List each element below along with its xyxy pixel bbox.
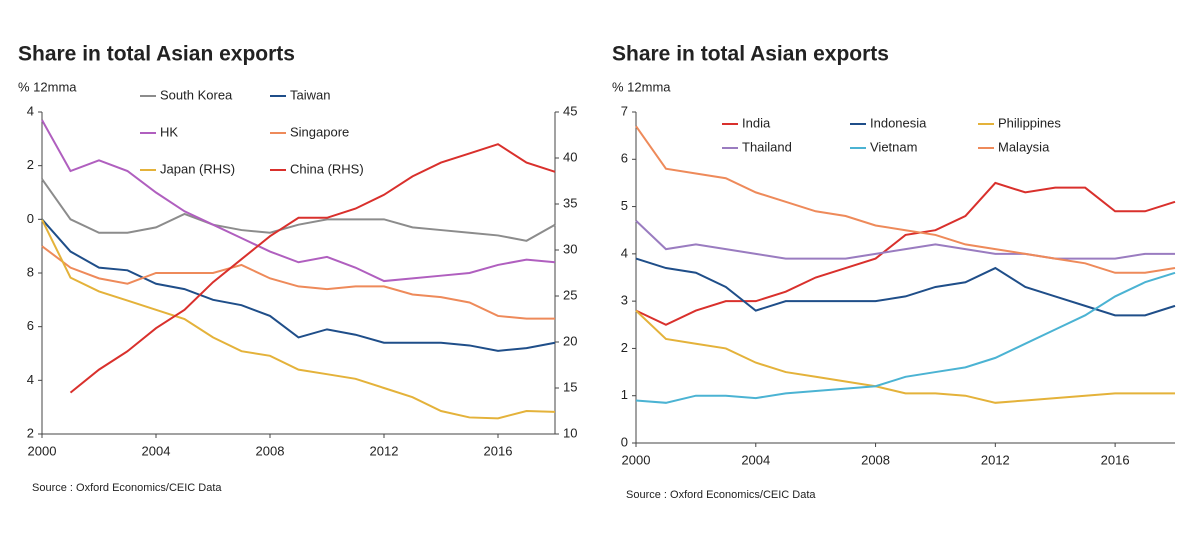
y2-tick-label: 45 bbox=[563, 103, 577, 118]
legend-label: Singapore bbox=[290, 124, 349, 139]
y-tick-label: 2 bbox=[621, 340, 628, 355]
y-axis-label: % 12mma bbox=[18, 79, 77, 94]
y2-tick-label: 35 bbox=[563, 195, 577, 210]
x-tick-label: 2016 bbox=[1101, 452, 1130, 467]
line-series bbox=[635, 220, 1175, 260]
y-tick-label: 6 bbox=[27, 318, 34, 333]
chart-title: Share in total Asian exports bbox=[612, 43, 889, 66]
y-tick-label: 6 bbox=[621, 151, 628, 166]
legend-label: Taiwan bbox=[290, 87, 330, 102]
legend-label: South Korea bbox=[160, 87, 233, 102]
line-series bbox=[69, 143, 556, 394]
line-series bbox=[635, 257, 1176, 317]
y2-tick-label: 30 bbox=[563, 241, 577, 256]
y-tick-label: 0 bbox=[621, 434, 628, 449]
x-tick-label: 2012 bbox=[370, 443, 399, 458]
line-series bbox=[635, 309, 1175, 404]
x-tick-label: 2016 bbox=[484, 443, 513, 458]
y2-tick-label: 20 bbox=[563, 333, 577, 348]
y2-tick-label: 15 bbox=[563, 379, 577, 394]
x-tick-label: 2008 bbox=[256, 443, 285, 458]
x-tick-label: 2000 bbox=[28, 443, 57, 458]
y-tick-label: 2 bbox=[27, 157, 34, 172]
line-series bbox=[41, 218, 556, 352]
line-series bbox=[41, 119, 556, 283]
legend-label: Japan (RHS) bbox=[160, 161, 235, 176]
y-tick-label: 4 bbox=[27, 103, 34, 118]
line-series bbox=[41, 178, 556, 242]
y-axis-label: % 12mma bbox=[612, 79, 671, 94]
y2-tick-label: 25 bbox=[563, 287, 577, 302]
y-tick-label: 8 bbox=[27, 264, 34, 279]
source: Source : Oxford Economics/CEIC Data bbox=[32, 482, 222, 494]
legend-label: Indonesia bbox=[870, 115, 927, 130]
y-tick-label: 2 bbox=[27, 425, 34, 440]
legend-label: HK bbox=[160, 124, 178, 139]
y-tick-label: 3 bbox=[621, 293, 628, 308]
y-tick-label: 7 bbox=[621, 103, 628, 118]
y-tick-label: 4 bbox=[621, 245, 628, 260]
legend-label: Malaysia bbox=[998, 139, 1050, 154]
y-tick-label: 4 bbox=[27, 372, 34, 387]
legend-label: Vietnam bbox=[870, 139, 917, 154]
y2-tick-label: 40 bbox=[563, 149, 577, 164]
line-series bbox=[635, 125, 1176, 274]
legend-label: Philippines bbox=[998, 115, 1061, 130]
y2-tick-label: 10 bbox=[563, 425, 577, 440]
y-tick-label: 5 bbox=[621, 198, 628, 213]
y-tick-label: 0 bbox=[27, 211, 34, 226]
x-tick-label: 2004 bbox=[741, 452, 770, 467]
line-series bbox=[41, 245, 555, 320]
x-tick-label: 2008 bbox=[861, 452, 890, 467]
source: Source : Oxford Economics/CEIC Data bbox=[626, 489, 816, 501]
x-tick-label: 2004 bbox=[142, 443, 171, 458]
line-series bbox=[635, 271, 1176, 404]
x-tick-label: 2000 bbox=[622, 452, 651, 467]
x-tick-label: 2012 bbox=[981, 452, 1010, 467]
line-series bbox=[41, 219, 556, 420]
legend-label: Thailand bbox=[742, 139, 792, 154]
line-series bbox=[635, 181, 1176, 326]
legend-label: China (RHS) bbox=[290, 161, 364, 176]
chart-title: Share in total Asian exports bbox=[18, 43, 295, 66]
legend-label: India bbox=[742, 115, 771, 130]
y-tick-label: 1 bbox=[621, 387, 628, 402]
